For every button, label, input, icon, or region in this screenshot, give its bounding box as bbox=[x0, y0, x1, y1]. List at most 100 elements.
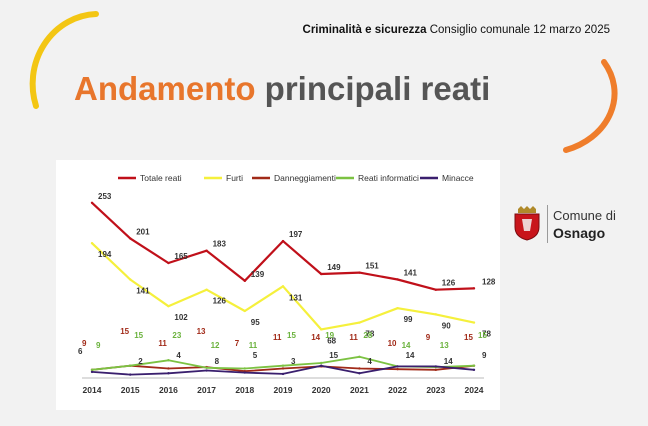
municipality-logo: Comune di Osnago bbox=[512, 203, 622, 247]
data-label-4-9: 14 bbox=[444, 357, 453, 366]
series-point-4-4 bbox=[243, 371, 246, 374]
series-point-0-1 bbox=[129, 237, 132, 240]
series-point-0-6 bbox=[320, 272, 323, 276]
data-label-0-8: 141 bbox=[404, 268, 418, 277]
data-label-0-3: 183 bbox=[213, 240, 227, 249]
data-label-3-3: 12 bbox=[211, 341, 220, 350]
data-label-1-9: 90 bbox=[442, 321, 451, 330]
data-label-1-2: 102 bbox=[174, 313, 188, 322]
data-label-0-9: 126 bbox=[442, 279, 456, 288]
coat-of-arms-icon bbox=[514, 206, 540, 241]
series-point-3-1 bbox=[129, 364, 132, 367]
chart-svg: Totale reati Furti Danneggiamenti Reati inf… bbox=[78, 173, 496, 395]
data-label-0-7: 151 bbox=[365, 262, 379, 271]
series-point-3-0 bbox=[90, 368, 94, 372]
legend-label-1: Furti bbox=[226, 173, 243, 183]
series-point-3-6 bbox=[320, 361, 323, 365]
data-label-3-6: 19 bbox=[325, 331, 334, 340]
series-point-4-0 bbox=[90, 370, 94, 374]
slide-header: Criminalità e sicurezza Consiglio comuna… bbox=[303, 24, 610, 36]
data-label-0-10: 128 bbox=[482, 277, 496, 286]
series-point-4-3 bbox=[205, 369, 208, 372]
series-point-4-2 bbox=[167, 372, 170, 375]
data-label-4-3: 8 bbox=[215, 357, 220, 366]
x-tick-label-9: 2023 bbox=[426, 385, 445, 395]
data-label-1-6: 68 bbox=[327, 336, 336, 345]
logo-line2: Osnago bbox=[553, 225, 606, 241]
series-point-0-0 bbox=[90, 201, 94, 204]
data-label-4-2: 4 bbox=[176, 351, 181, 360]
data-label-2-6: 14 bbox=[311, 333, 320, 342]
data-label-2-8: 10 bbox=[388, 339, 397, 348]
series-point-0-8 bbox=[396, 278, 399, 281]
series-point-1-6 bbox=[320, 328, 323, 331]
page-title: Andamento principali reati bbox=[74, 70, 490, 108]
series-point-4-9 bbox=[434, 365, 437, 368]
series-point-3-5 bbox=[281, 364, 285, 367]
data-label-3-0: 9 bbox=[96, 341, 101, 350]
series-point-2-8 bbox=[396, 367, 399, 371]
series-point-2-5 bbox=[281, 367, 285, 370]
series-point-0-5 bbox=[281, 239, 285, 243]
data-label-2-0: 9 bbox=[82, 339, 87, 348]
data-label-3-8: 14 bbox=[402, 341, 411, 350]
series-point-4-1 bbox=[129, 373, 132, 376]
data-label-1-10: 78 bbox=[482, 330, 491, 339]
series-point-0-10 bbox=[472, 287, 476, 290]
series-point-4-5 bbox=[281, 372, 285, 376]
header-meeting: Consiglio comunale 12 marzo 2025 bbox=[429, 24, 610, 36]
series-point-3-10 bbox=[472, 364, 476, 367]
data-label-4-10: 9 bbox=[482, 351, 487, 360]
series-point-4-6 bbox=[320, 364, 323, 367]
data-label-3-9: 13 bbox=[440, 341, 449, 350]
series-point-0-4 bbox=[243, 279, 246, 283]
series-point-1-3 bbox=[205, 288, 208, 291]
data-label-4-8: 14 bbox=[406, 351, 415, 360]
x-tick-label-2: 2016 bbox=[159, 385, 178, 395]
orange-arc-decoration bbox=[563, 59, 618, 153]
series-point-3-7 bbox=[358, 355, 361, 359]
legend-label-2: Danneggiamenti bbox=[274, 173, 336, 183]
x-tick-label-8: 2022 bbox=[388, 385, 407, 395]
data-label-2-4: 7 bbox=[235, 339, 240, 348]
series-point-4-7 bbox=[358, 372, 361, 375]
series-point-1-1 bbox=[129, 278, 132, 281]
data-label-3-4: 11 bbox=[249, 341, 258, 350]
data-label-1-0: 194 bbox=[98, 250, 112, 259]
yellow-arc-decoration bbox=[29, 11, 99, 109]
data-label-0-0: 253 bbox=[98, 192, 112, 201]
x-tick-label-1: 2015 bbox=[121, 385, 140, 395]
series-point-0-9 bbox=[434, 288, 437, 291]
series-point-1-0 bbox=[90, 241, 94, 245]
data-label-4-5: 3 bbox=[291, 357, 296, 366]
series-point-0-7 bbox=[358, 271, 361, 274]
data-label-2-2: 11 bbox=[158, 339, 167, 348]
series-point-2-9 bbox=[434, 368, 437, 372]
data-label-4-6: 15 bbox=[329, 351, 338, 360]
legend-label-3: Reati informatici bbox=[358, 173, 419, 183]
logo-separator bbox=[547, 205, 548, 243]
series-point-0-2 bbox=[167, 261, 170, 265]
series-point-1-4 bbox=[243, 309, 246, 313]
data-label-1-8: 99 bbox=[404, 315, 413, 324]
series-point-2-2 bbox=[167, 367, 170, 370]
legend-label-0: Totale reati bbox=[140, 173, 182, 183]
x-tick-label-0: 2014 bbox=[83, 385, 102, 395]
series-point-3-3 bbox=[205, 366, 208, 369]
data-label-2-5: 11 bbox=[273, 333, 282, 342]
series-point-3-4 bbox=[243, 367, 246, 370]
data-label-2-3: 13 bbox=[197, 327, 206, 336]
legend-label-4: Minacce bbox=[442, 173, 474, 183]
data-label-1-4: 95 bbox=[251, 318, 260, 327]
header-topic: Criminalità e sicurezza bbox=[302, 24, 427, 36]
data-label-2-7: 11 bbox=[349, 333, 358, 342]
x-tick-label-6: 2020 bbox=[312, 385, 331, 395]
series-point-1-5 bbox=[281, 285, 285, 288]
x-tick-label-3: 2017 bbox=[197, 385, 216, 395]
data-label-3-7: 28 bbox=[363, 331, 372, 340]
series-point-1-10 bbox=[472, 321, 476, 324]
data-label-0-5: 197 bbox=[289, 230, 303, 239]
series-point-1-2 bbox=[167, 304, 170, 308]
